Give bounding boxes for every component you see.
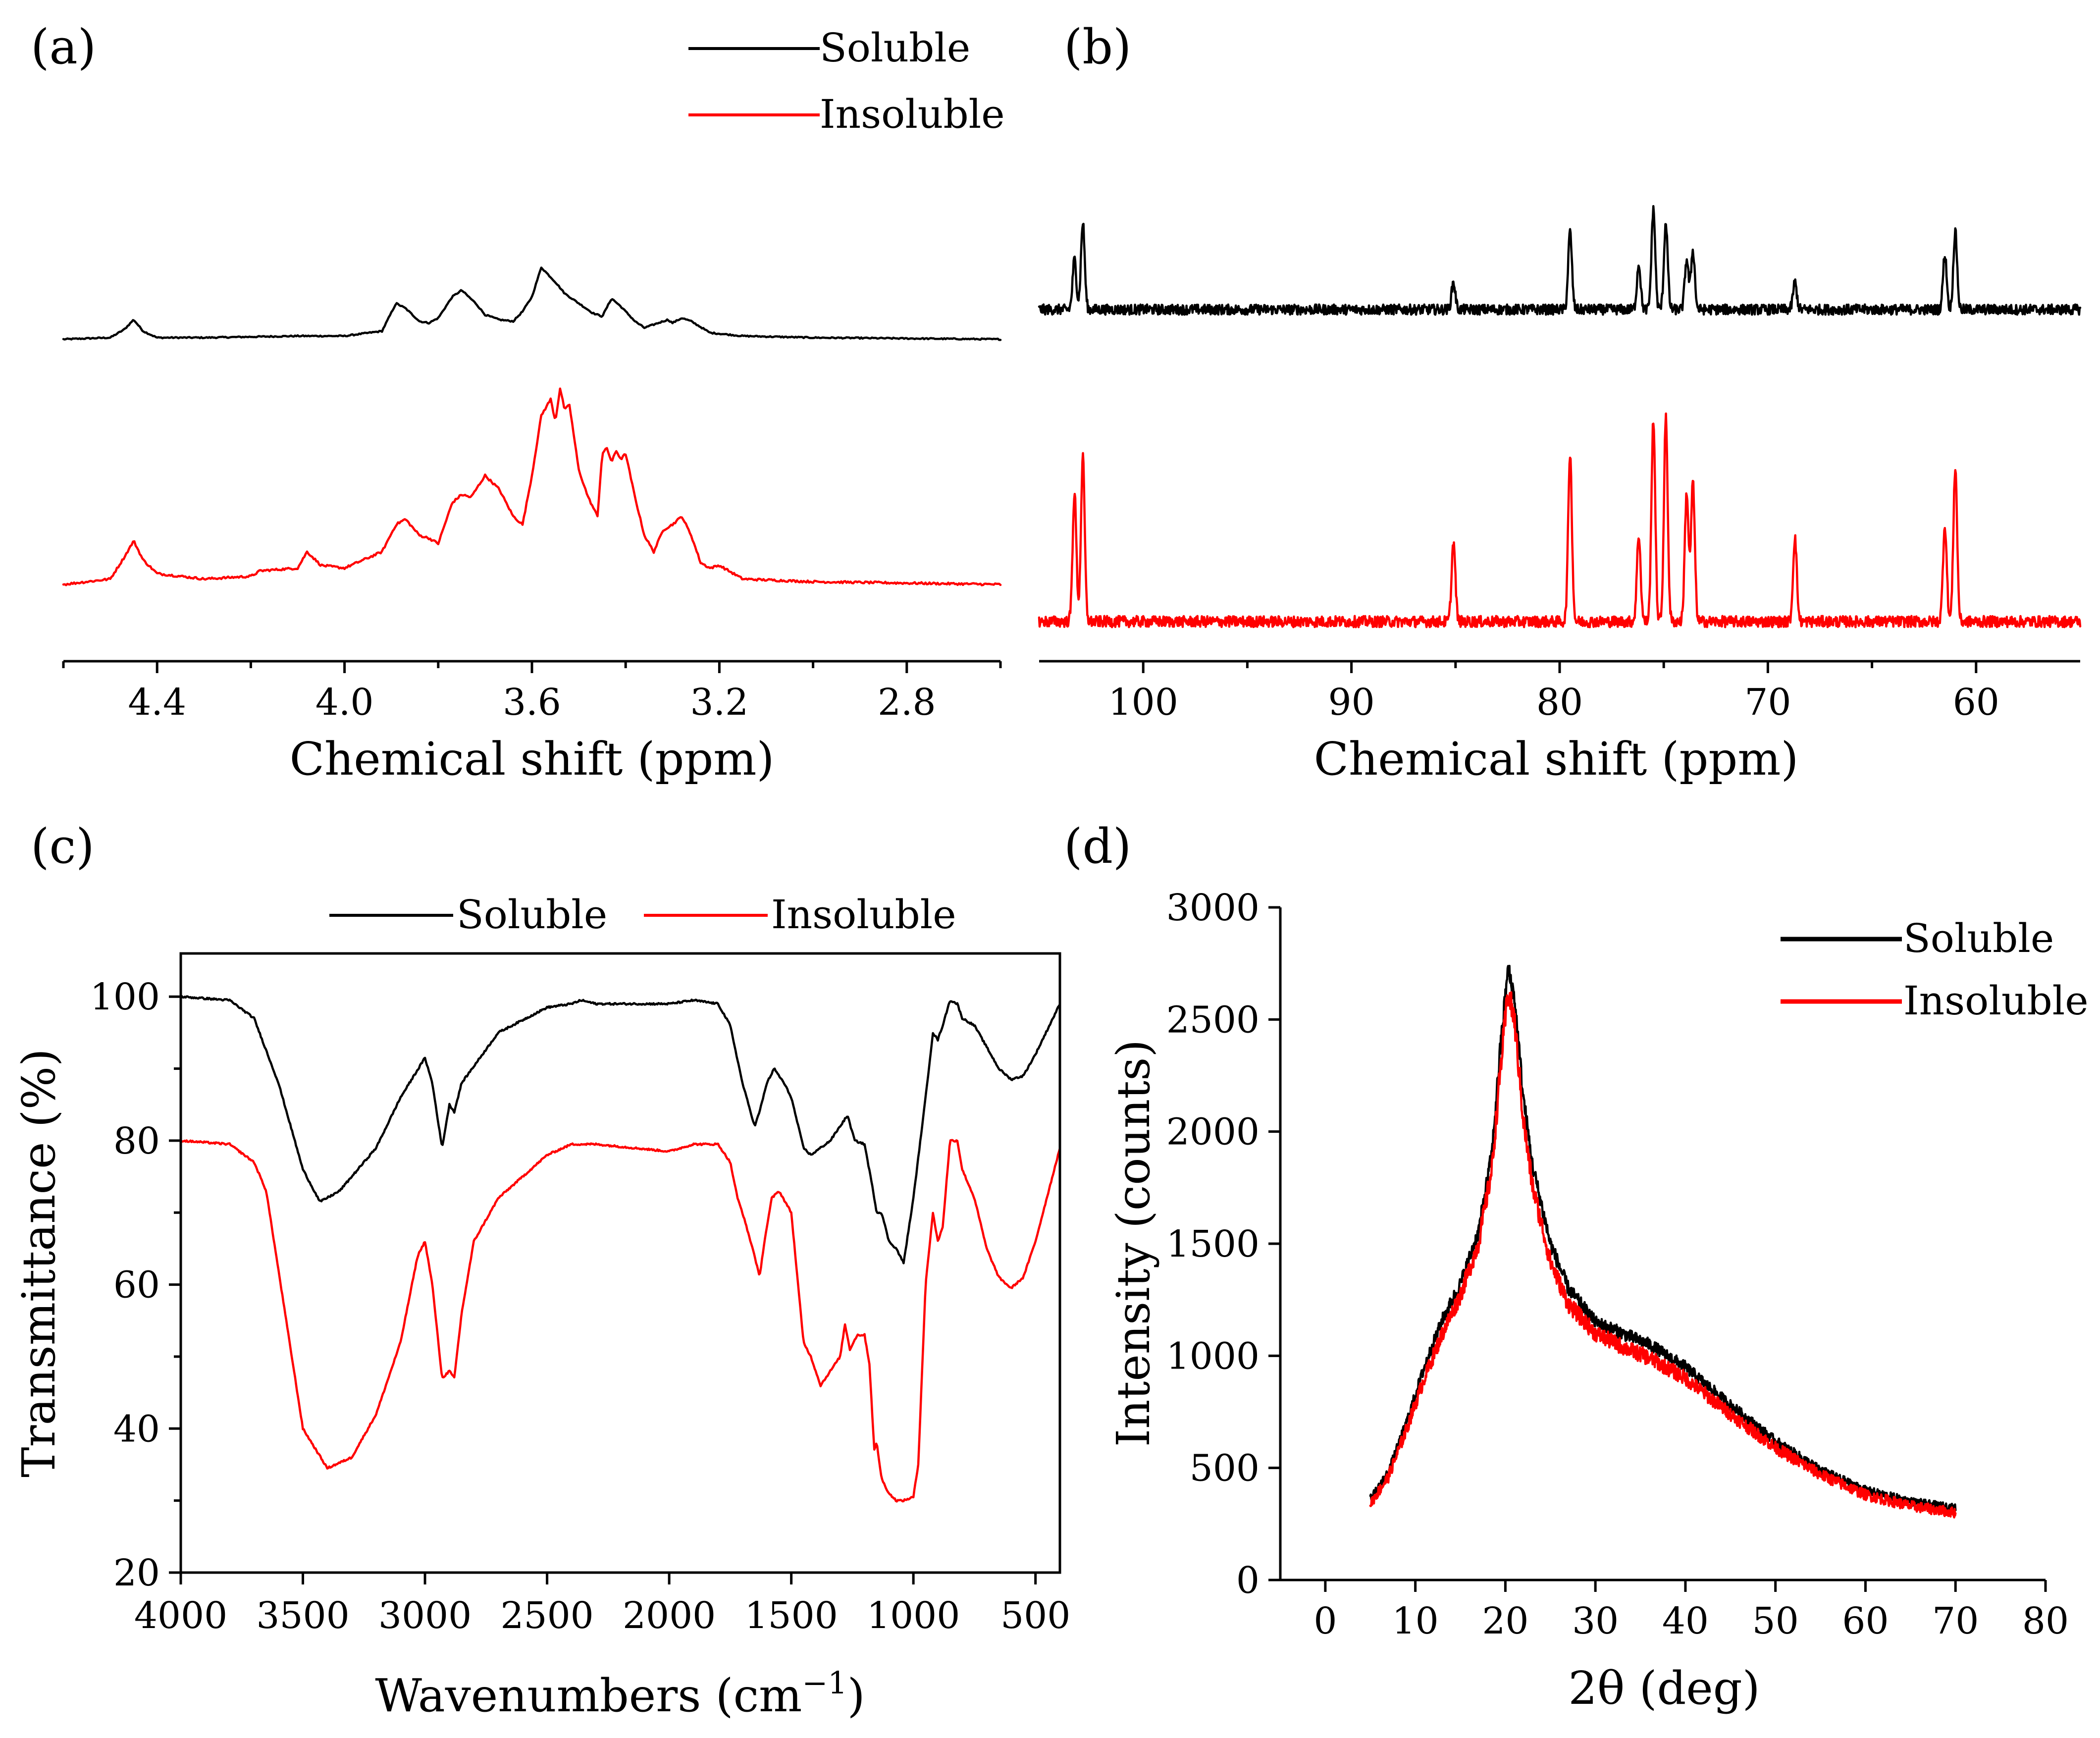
panel-c-x-axis-title-sup: −1 — [802, 1665, 847, 1701]
panel-b-x-axis-title: Chemical shift (ppm) — [1314, 733, 1799, 786]
panel-d-x-tick-label: 20 — [1482, 1600, 1528, 1642]
panel-a-plot — [62, 266, 1002, 586]
panel-d-y-tick-label: 3000 — [1166, 887, 1260, 929]
series-d-insoluble — [1369, 991, 1957, 1519]
series-b-insoluble — [1038, 412, 2082, 629]
legend-d-soluble-label: Soluble — [1903, 915, 2054, 961]
panel-c-x-axis-title-main: Wavenumbers (cm — [375, 1669, 802, 1722]
panel-a-label: (a) — [31, 19, 96, 75]
legend-a-soluble-label: Soluble — [820, 25, 970, 71]
panel-b-x-tick-label: 90 — [1328, 681, 1375, 724]
panel-d-x-tick-label: 30 — [1572, 1600, 1619, 1642]
panel-a-x-tick-label: 4.4 — [128, 681, 186, 724]
panel-d-x-tick-label: 80 — [2022, 1600, 2069, 1642]
panel-a-x-tick-label: 2.8 — [878, 681, 936, 724]
panel-c-x-tick-label: 4000 — [134, 1594, 227, 1637]
panel-d-x-tick-label: 50 — [1752, 1600, 1799, 1642]
panel-a-x-tick-label: 3.6 — [503, 681, 561, 724]
panel-a-x-tick-label: 4.0 — [315, 681, 374, 724]
panel-d-y-tick-label: 2000 — [1166, 1111, 1260, 1154]
series-c-soluble — [179, 995, 1061, 1264]
panel-a-x-ticks: 4.4 4.0 3.6 3.2 2.8 — [62, 661, 1002, 724]
panel-d-x-tick-label: 0 — [1313, 1600, 1337, 1642]
panel-d-x-axis-title: 2θ (deg) — [1568, 1662, 1760, 1715]
series-a-soluble — [62, 266, 1002, 341]
panel-c-plot — [179, 995, 1061, 1503]
panel-b-label: (b) — [1064, 19, 1131, 75]
panel-c-ticks: 4000 3500 3000 2500 2000 1500 1000 500 20 40 60 80 1… — [90, 976, 1071, 1637]
panel-c-x-axis-title-end: ) — [847, 1669, 865, 1722]
panel-d-y-axis-title: Intensity (counts) — [1107, 1040, 1160, 1447]
panel-d-x-tick-label: 10 — [1392, 1600, 1439, 1642]
panel-c-x-tick-label: 2000 — [623, 1594, 716, 1637]
panel-b-x-tick-label: 80 — [1536, 681, 1583, 724]
panel-b-x-tick-label: 100 — [1108, 681, 1178, 724]
panel-b-x-tick-label: 70 — [1744, 681, 1791, 724]
panel-d-ticks: 0 10 20 30 40 50 60 70 80 0 500 1000 1500 2000 2500 300… — [1166, 887, 2069, 1642]
panel-c-y-tick-label: 100 — [90, 976, 160, 1018]
panel-b-x-tick-label: 60 — [1953, 681, 1999, 724]
panel-c-x-tick-label: 1000 — [867, 1594, 960, 1637]
panel-d-y-tick-label: 1500 — [1166, 1223, 1260, 1265]
panel-c-x-tick-label: 2500 — [500, 1594, 593, 1637]
panel-a-x-axis-title: Chemical shift (ppm) — [290, 733, 775, 786]
panel-d-plot — [1369, 964, 1957, 1519]
panel-d-x-tick-label: 40 — [1662, 1600, 1709, 1642]
panel-c-x-tick-label: 1500 — [744, 1594, 838, 1637]
series-b-soluble — [1038, 205, 2082, 316]
panel-c-frame — [179, 952, 1061, 1574]
legend-c-soluble-label: Soluble — [457, 892, 607, 938]
panel-b-plot — [1038, 205, 2082, 629]
legend-a-insoluble-label: Insoluble — [820, 91, 1005, 137]
panel-d-label: (d) — [1064, 819, 1131, 874]
panel-c-label: (c) — [31, 819, 95, 874]
panel-d-x-tick-label: 70 — [1932, 1600, 1979, 1642]
panel-c-y-tick-label: 40 — [113, 1408, 160, 1450]
panel-c-y-tick-label: 60 — [113, 1264, 160, 1307]
panel-d-y-tick-label: 2500 — [1166, 999, 1260, 1041]
panel-b: (b) 100 90 80 70 60 Chemical shift (ppm) — [1038, 19, 2082, 786]
panel-c-legend: Soluble Insoluble — [329, 892, 956, 938]
panel-c-x-tick-label: 500 — [1000, 1594, 1070, 1637]
panel-a: (a) Soluble Insoluble 4.4 4.0 3.6 3.2 2.8 Ch… — [31, 19, 1005, 786]
panel-d-y-tick-label: 1000 — [1166, 1335, 1260, 1377]
panel-c-y-tick-label: 80 — [113, 1120, 160, 1162]
panel-c-x-axis-title: Wavenumbers (cm−1) — [375, 1665, 865, 1722]
panel-d-y-tick-label: 500 — [1190, 1447, 1260, 1490]
series-d-soluble — [1369, 964, 1957, 1513]
panel-d-legend: Soluble Insoluble — [1781, 915, 2089, 1024]
panel-c-x-tick-label: 3000 — [378, 1594, 472, 1637]
panel-b-x-ticks: 100 90 80 70 60 — [1108, 661, 1999, 724]
panel-c-y-tick-label: 20 — [113, 1552, 160, 1594]
panel-c: (c) Soluble Insoluble 4000 3500 3000 2500 20… — [12, 819, 1070, 1722]
series-c-insoluble — [179, 1139, 1061, 1503]
panel-c-y-axis-title: Transmittance (%) — [12, 1049, 65, 1477]
panel-d-y-tick-label: 0 — [1236, 1559, 1260, 1602]
panel-a-legend: Soluble Insoluble — [688, 25, 1005, 137]
panel-c-x-tick-label: 3500 — [256, 1594, 349, 1637]
panel-d: (d) Soluble Insoluble 0 10 20 30 40 50 60 70 800… — [1064, 819, 2089, 1715]
legend-d-insoluble-label: Insoluble — [1903, 978, 2089, 1024]
panel-a-x-tick-label: 3.2 — [690, 681, 749, 724]
series-a-insoluble — [62, 387, 1002, 586]
panel-d-x-tick-label: 60 — [1842, 1600, 1889, 1642]
legend-c-insoluble-label: Insoluble — [771, 892, 956, 938]
